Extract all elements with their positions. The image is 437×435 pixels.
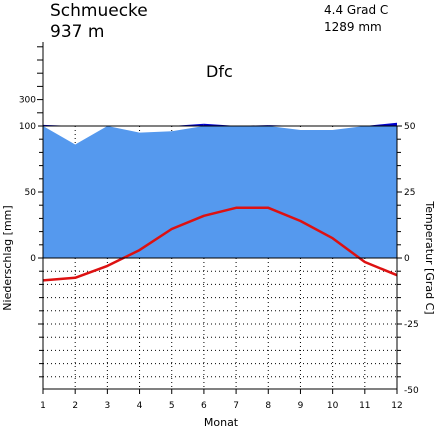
month-tick-label: 10 bbox=[327, 401, 339, 411]
x-axis-label: Monat bbox=[204, 416, 239, 429]
temp-tick-label: 50 bbox=[404, 122, 416, 132]
temp-tick-label: 0 bbox=[404, 254, 410, 264]
precip-tick-label: 50 bbox=[25, 188, 37, 198]
annual-precipitation: 1289 mm bbox=[324, 20, 382, 34]
month-tick-label: 4 bbox=[137, 401, 143, 411]
month-tick-label: 9 bbox=[298, 401, 304, 411]
temp-tick-label: 25 bbox=[404, 188, 415, 198]
month-tick-label: 3 bbox=[104, 401, 110, 411]
month-tick-label: 2 bbox=[72, 401, 78, 411]
precip-tick-label: 0 bbox=[30, 254, 36, 264]
precipitation-area bbox=[43, 126, 397, 258]
month-tick-label: 7 bbox=[233, 401, 239, 411]
precip-tick-label: 300 bbox=[19, 96, 36, 106]
left-axis-label: Niederschlag [mm] bbox=[1, 205, 14, 310]
month-tick-label: 6 bbox=[201, 401, 207, 411]
month-tick-label: 5 bbox=[169, 401, 175, 411]
month-tick-label: 8 bbox=[265, 401, 271, 411]
annual-temperature: 4.4 Grad C bbox=[324, 3, 388, 17]
right-axis-label: Temperatur [Grad C] bbox=[423, 200, 436, 314]
temp-tick-label: -25 bbox=[404, 320, 419, 330]
month-tick-label: 12 bbox=[391, 401, 402, 411]
climate-classification: Dfc bbox=[206, 62, 233, 81]
temp-tick-label: -50 bbox=[404, 386, 419, 396]
station-name: Schmuecke bbox=[50, 1, 148, 21]
month-tick-label: 11 bbox=[359, 401, 370, 411]
station-elevation: 937 m bbox=[50, 22, 104, 42]
precip-tick-label: 100 bbox=[19, 122, 36, 132]
month-tick-label: 1 bbox=[40, 401, 46, 411]
